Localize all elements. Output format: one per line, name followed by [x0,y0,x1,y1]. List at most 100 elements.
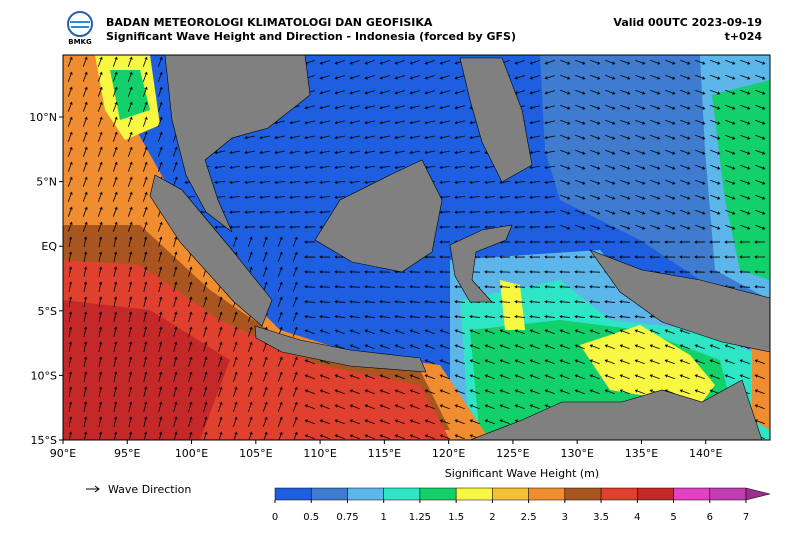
arrow [379,404,390,410]
arrow [439,255,451,259]
arrow [142,86,148,97]
arrow [605,224,616,230]
arrow [247,386,253,397]
arrow [127,161,133,172]
arrow [97,146,103,157]
colorbar-tick-label: 2.5 [521,512,537,523]
arrow [499,359,510,365]
arrow [259,195,271,199]
arrow [514,374,525,380]
arrow [620,179,631,185]
arrow [635,59,646,65]
arrow [143,266,148,277]
arrow [710,104,721,110]
arrow [574,329,585,335]
arrow [334,389,345,395]
arrow [97,161,103,172]
arrow [514,359,525,365]
lat-tick-label: 5°N [36,176,57,189]
arrow [304,300,316,304]
arrow [67,191,73,202]
arrow [98,311,103,322]
arrow [289,120,300,125]
map-axes: 90°E 95°E 100°E 105°E 110°E 115°E 120°E 125°E 13… [29,111,722,460]
arrow [203,326,208,337]
arrow [394,90,405,95]
arrow [203,341,208,352]
arrow [394,300,406,304]
arrow [649,329,660,335]
arrow [259,210,271,214]
arrow [292,401,298,412]
arrow [635,164,646,170]
arrow [544,225,556,229]
arrow [394,404,405,410]
arrow [529,210,541,214]
arrow [619,344,630,350]
arrow [128,431,133,440]
arrow [680,179,691,185]
arrow [529,329,540,335]
arrow [82,146,88,157]
arrow [259,135,270,140]
arrow [560,74,571,80]
arrow [98,356,103,367]
arrow [514,60,525,65]
arrow [755,59,766,65]
arrow [113,296,118,307]
arrow [364,60,375,65]
arrow [484,344,495,350]
arrow [590,134,601,140]
arrow [739,285,751,289]
arrow [379,105,390,110]
arrow [83,401,88,412]
arrow [620,89,631,95]
arrow [484,315,496,319]
arrow [68,341,73,352]
arrow [334,90,345,95]
arrow [142,101,148,112]
arrow [83,296,88,307]
arrow [157,221,163,232]
arrow [334,374,345,380]
arrow [247,341,253,352]
arrow [694,389,705,395]
arrow [128,416,133,427]
arrow [529,180,541,184]
arrow [484,374,495,380]
arrow [334,180,346,184]
arrow [349,315,361,319]
lat-tick-label: 5°S [38,305,57,318]
arrow [725,74,736,80]
arrow [173,326,178,337]
arrow [158,356,163,367]
arrow [650,119,661,125]
arrow [454,210,466,214]
arrow [304,165,316,170]
arrow [319,389,330,395]
arrow [635,104,646,110]
arrow [469,419,480,425]
arrow [112,56,118,67]
arrow [724,344,735,350]
arrow [158,266,163,277]
arrow [142,116,148,127]
arrow [634,374,645,380]
arrow [575,59,586,65]
arrow [82,176,88,187]
arrow [695,179,706,185]
arrow [694,255,706,259]
arrow [97,221,103,232]
arrow [82,206,88,217]
arrow [725,179,736,185]
arrow [574,374,585,380]
arrow [424,75,435,80]
arrow [754,255,766,259]
arrow [364,329,375,335]
arrow [439,344,450,350]
arrow [364,75,375,80]
arrow [292,416,298,427]
map-frame [62,54,771,441]
arrow [529,374,540,380]
arrow [679,344,690,350]
